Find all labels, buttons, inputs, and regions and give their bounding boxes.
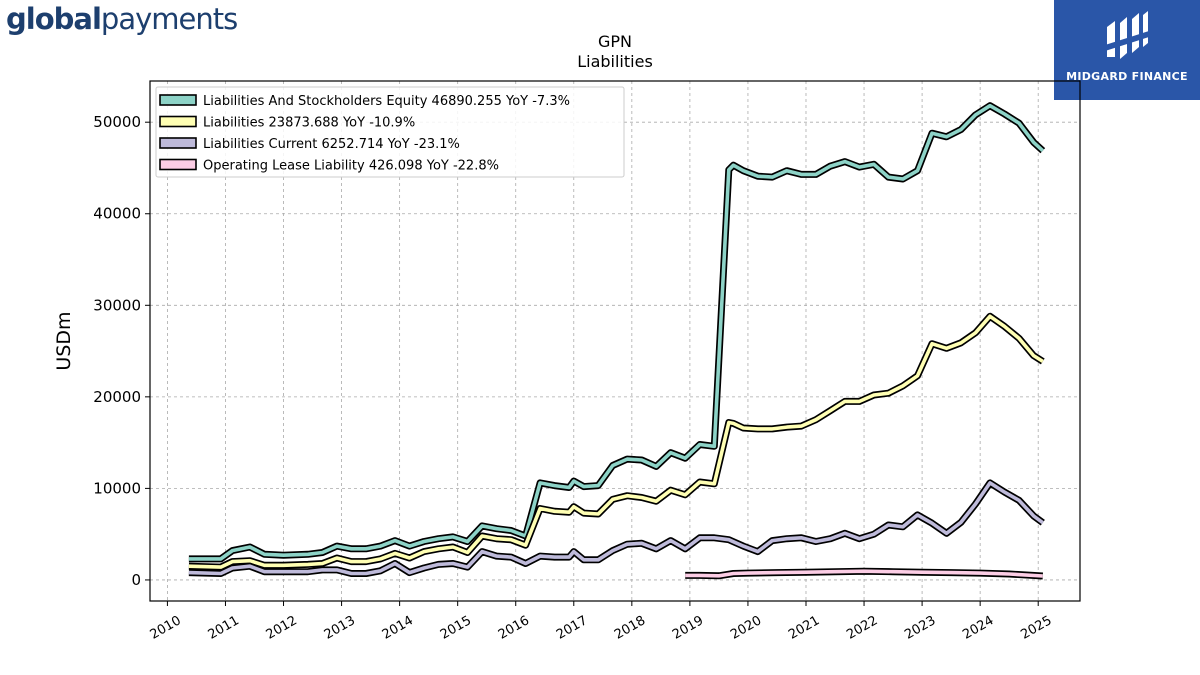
y-axis-label: USDm bbox=[53, 311, 75, 370]
x-tick-label: 2020 bbox=[728, 613, 764, 643]
x-tick-label: 2014 bbox=[380, 613, 416, 643]
y-tick-label: 30000 bbox=[93, 296, 141, 314]
legend-box bbox=[155, 86, 625, 178]
series-lines bbox=[188, 102, 1046, 580]
logo-light-text: payments bbox=[100, 2, 238, 36]
x-tick-label: 2016 bbox=[496, 613, 532, 643]
series-line-liabilities bbox=[188, 314, 1044, 569]
x-tick-label: 2025 bbox=[1018, 613, 1054, 643]
legend: Liabilities And Stockholders Equity 4689… bbox=[155, 86, 625, 178]
legend-swatch bbox=[159, 158, 197, 171]
x-tick-label: 2011 bbox=[206, 613, 242, 643]
y-tick-label: 50000 bbox=[93, 113, 141, 131]
x-axis-ticks: 2010 2011 2012 2013 2014 2015 2016 2017 2018 2019… bbox=[148, 601, 1055, 643]
legend-swatch bbox=[159, 115, 197, 128]
series-outline-liabilities bbox=[188, 312, 1045, 571]
x-tick-label: 2013 bbox=[322, 613, 358, 643]
y-tick-label: 20000 bbox=[93, 388, 141, 406]
midgard-logo-icon bbox=[1105, 11, 1149, 59]
x-tick-label: 2017 bbox=[554, 613, 590, 643]
x-tick-label: 2023 bbox=[902, 613, 938, 643]
legend-label: Operating Lease Liability 426.098 YoY -2… bbox=[203, 159, 499, 174]
chart-subtitle: Liabilities bbox=[577, 52, 653, 71]
logo-bold-text: global bbox=[6, 2, 102, 36]
midgard-finance-watermark: MIDGARD FINANCE bbox=[1054, 0, 1200, 100]
x-tick-label: 2019 bbox=[670, 613, 706, 643]
chart-title: GPN bbox=[598, 32, 632, 51]
x-tick-label: 2015 bbox=[438, 613, 474, 643]
x-tick-label: 2018 bbox=[612, 613, 648, 643]
watermark-text: MIDGARD FINANCE bbox=[1066, 70, 1188, 83]
y-tick-label: 0 bbox=[131, 571, 141, 589]
x-tick-label: 2022 bbox=[844, 613, 880, 643]
legend-label: Liabilities Current 6252.714 YoY -23.1% bbox=[203, 137, 460, 152]
legend-swatch bbox=[159, 137, 197, 149]
series-line-operating-lease-liability bbox=[685, 569, 1043, 578]
series-line-liabilities-and-stockholders-equity bbox=[188, 103, 1045, 561]
y-tick-label: 40000 bbox=[93, 205, 141, 223]
x-tick-label: 2012 bbox=[264, 613, 300, 643]
x-tick-label: 2024 bbox=[960, 613, 996, 643]
y-axis-ticks: 0 10000 20000 30000 40000 50000 bbox=[93, 113, 150, 589]
legend-label: Liabilities 23873.688 YoY -10.9% bbox=[203, 116, 415, 131]
x-tick-label: 2010 bbox=[148, 613, 184, 643]
y-tick-label: 10000 bbox=[93, 479, 141, 497]
legend-swatch bbox=[159, 94, 197, 106]
series-line-liabilities-current bbox=[188, 481, 1044, 576]
plot-frame bbox=[149, 80, 1081, 602]
globalpayments-logo: globalpayments bbox=[6, 2, 238, 36]
legend-label: Liabilities And Stockholders Equity 4689… bbox=[203, 94, 570, 109]
x-tick-label: 2021 bbox=[786, 613, 822, 643]
